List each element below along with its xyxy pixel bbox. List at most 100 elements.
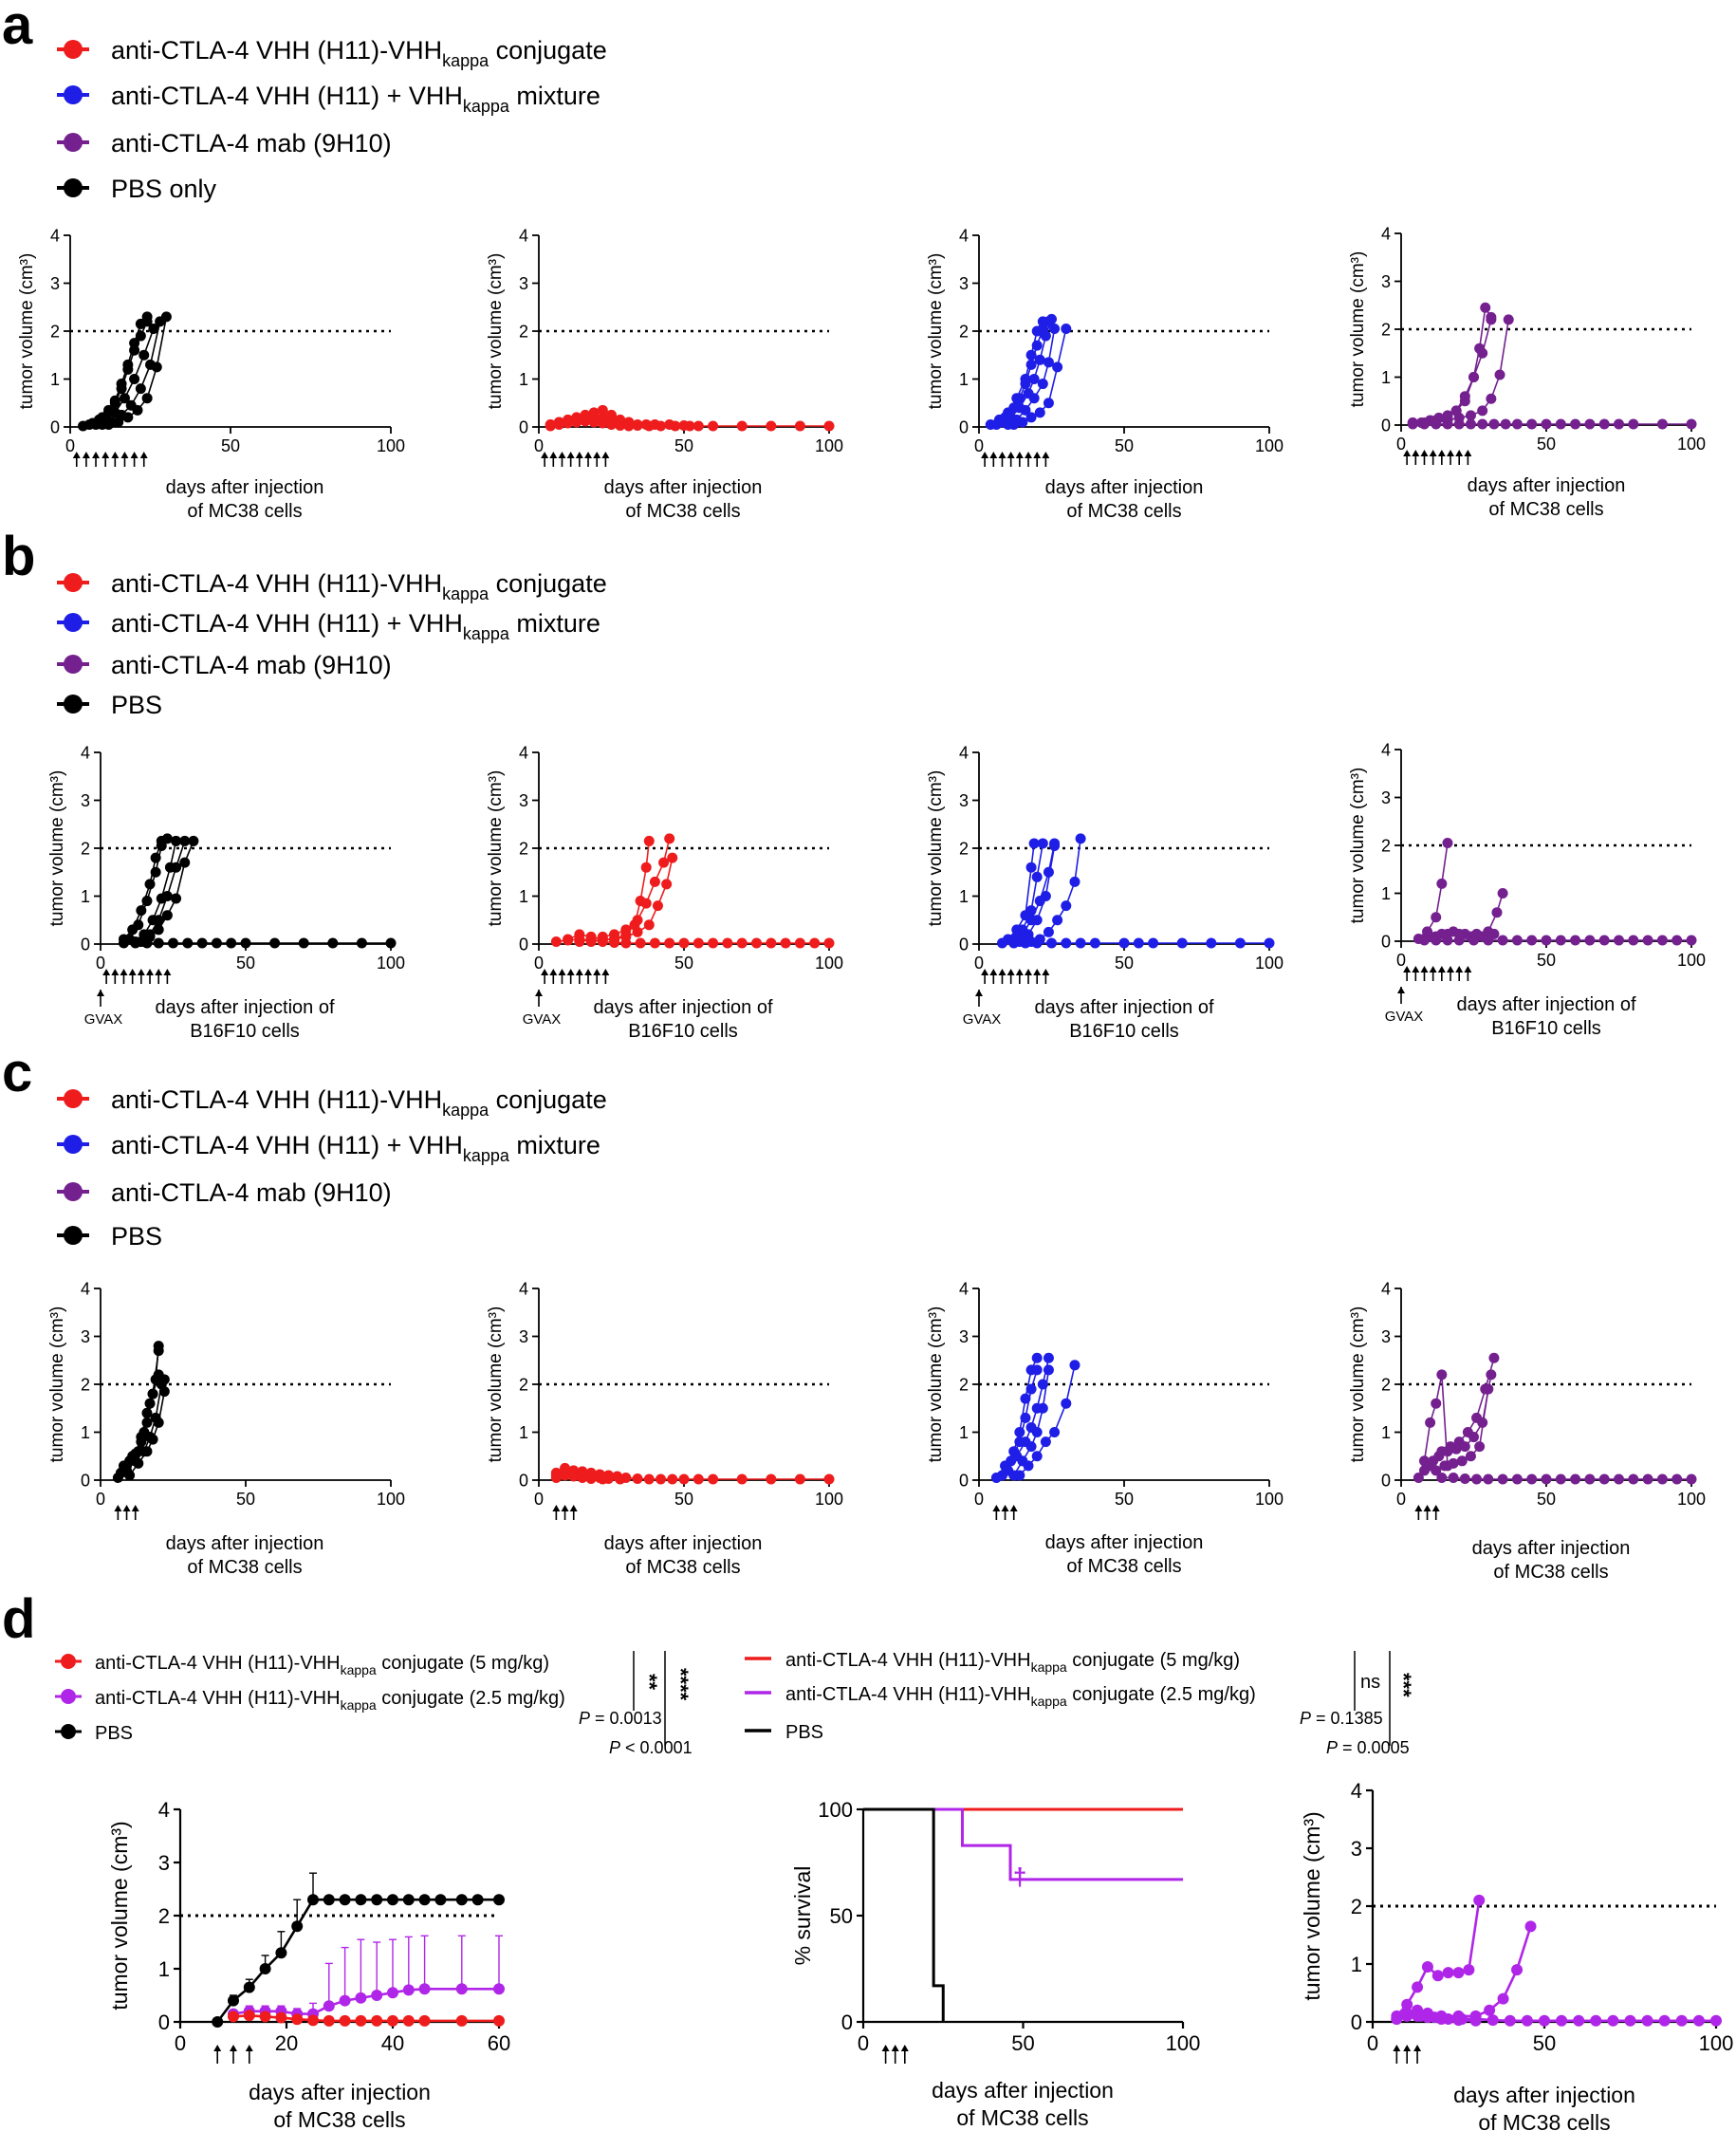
data-point xyxy=(1061,937,1072,949)
data-point xyxy=(667,1473,678,1485)
dose-arrow-head xyxy=(998,969,1007,975)
data-point xyxy=(243,2010,255,2022)
dose-arrow-head xyxy=(1455,966,1464,973)
data-point xyxy=(1028,393,1040,404)
y-tick-label: 4 xyxy=(959,743,969,762)
data-point xyxy=(493,1983,505,1995)
y-tick-label: 50 xyxy=(830,1904,853,1928)
data-point xyxy=(141,896,153,907)
data-point xyxy=(1570,935,1581,946)
data-point xyxy=(179,857,191,868)
y-tick-label: 4 xyxy=(959,226,969,245)
data-point xyxy=(1448,1457,1459,1469)
data-point xyxy=(1671,935,1683,946)
data-point xyxy=(1473,1894,1486,1906)
legend-a-entry-pbs: PBS only xyxy=(57,175,217,203)
svg-text:anti-CTLA-4 VHH (H11) + VHHkap: anti-CTLA-4 VHH (H11) + VHHkappa mixture xyxy=(111,82,600,116)
x-axis-label: days after injection of xyxy=(1035,997,1214,1018)
dose-arrow-head xyxy=(561,1505,569,1511)
data-point xyxy=(139,349,150,361)
chart-a4: 0 1 2 3 4 0 50 100 tumor volume (cm³) days after … xyxy=(1348,224,1706,520)
data-point xyxy=(339,2014,351,2027)
data-point xyxy=(418,1983,431,1995)
dose-arrow-head xyxy=(1042,452,1050,458)
x-axis-label: B16F10 cells xyxy=(190,1021,300,1042)
x-tick-label: 100 xyxy=(1677,435,1706,454)
chart-d2: 0 50 100 0 50 100 % survival days after injecti… xyxy=(790,1798,1200,2130)
y-tick-label: 0 xyxy=(519,1471,528,1490)
data-point xyxy=(153,924,164,936)
y-tick-label: 3 xyxy=(1381,1327,1391,1346)
data-point xyxy=(1452,2014,1465,2027)
data-point xyxy=(1480,302,1491,313)
legend-marker xyxy=(64,1089,83,1108)
data-point xyxy=(553,418,564,430)
data-point xyxy=(1075,833,1086,844)
data-point xyxy=(1401,1998,1413,2011)
chart-c2: 0 1 2 3 4 0 50 100 tumor volume (cm³) days after … xyxy=(486,1279,843,1578)
series-line xyxy=(1395,1899,1481,2017)
data-point xyxy=(1234,937,1246,949)
data-point xyxy=(1541,935,1552,946)
data-point xyxy=(124,1470,136,1481)
data-point xyxy=(545,420,556,432)
data-point xyxy=(678,937,690,949)
legend-marker xyxy=(64,178,83,197)
data-point xyxy=(1037,838,1048,849)
data-point xyxy=(471,1894,484,1906)
dose-arrow-head xyxy=(1033,969,1042,975)
data-point xyxy=(291,1920,304,1933)
y-axis-label: tumor volume (cm³) xyxy=(486,770,506,927)
data-point xyxy=(1031,1364,1043,1376)
legend-a-entry-mab: anti-CTLA-4 mab (9H10) xyxy=(57,129,392,158)
gvax-label: GVAX xyxy=(963,1011,1002,1028)
legend-d-left: anti-CTLA-4 VHH (H11)-VHHkappa conjugate… xyxy=(55,1651,693,1757)
legend-marker xyxy=(61,1654,76,1669)
data-point xyxy=(307,2014,319,2027)
y-tick-label: 0 xyxy=(50,417,60,436)
data-point xyxy=(1040,891,1051,901)
x-tick-label: 0 xyxy=(96,1490,105,1509)
data-point xyxy=(1484,2004,1496,2016)
svg-text:PBS only: PBS only xyxy=(111,175,217,203)
survival-curve xyxy=(863,1807,1183,1881)
y-axis-label: tumor volume (cm³) xyxy=(926,253,946,410)
x-tick-label: 0 xyxy=(1396,1490,1406,1509)
y-tick-label: 4 xyxy=(158,1798,170,1822)
y-tick-label: 1 xyxy=(959,370,969,389)
y-axis-label: tumor volume (cm³) xyxy=(1348,768,1368,924)
y-tick-label: 0 xyxy=(1381,416,1391,435)
data-point xyxy=(141,1417,153,1428)
y-tick-label: 2 xyxy=(1381,836,1391,855)
legend-d-right-entry-5mgkg: anti-CTLA-4 VHH (H11)-VHHkappa conjugate… xyxy=(745,1650,1240,1675)
stat-sig-right-2: *** xyxy=(1392,1673,1415,1697)
data-point xyxy=(656,1473,667,1485)
x-axis-label: of MC38 cells xyxy=(1066,501,1181,522)
y-tick-label: 0 xyxy=(81,1471,90,1490)
data-point xyxy=(136,1436,147,1448)
dose-arrow-head xyxy=(1025,452,1033,458)
y-tick-label: 0 xyxy=(519,935,528,954)
data-point xyxy=(1412,2010,1424,2022)
legend-marker xyxy=(64,1226,83,1245)
data-point xyxy=(1459,391,1470,402)
data-point xyxy=(118,937,129,949)
x-tick-label: 100 xyxy=(815,1490,843,1509)
data-point xyxy=(171,862,182,873)
data-point xyxy=(212,2016,224,2028)
data-point xyxy=(736,937,748,949)
data-point xyxy=(1465,410,1476,421)
data-point xyxy=(1148,937,1159,949)
data-point xyxy=(1025,1441,1037,1453)
x-axis-label: days after injection xyxy=(166,477,324,498)
dose-arrow-head xyxy=(566,452,575,458)
data-point xyxy=(1614,1473,1624,1485)
data-point xyxy=(122,412,134,423)
data-point xyxy=(1450,1443,1462,1455)
data-point xyxy=(1046,313,1057,324)
data-point xyxy=(226,937,237,949)
dose-arrow-head xyxy=(569,1505,578,1511)
x-axis-label: days after injection xyxy=(1468,475,1626,496)
y-tick-label: 2 xyxy=(81,839,90,858)
